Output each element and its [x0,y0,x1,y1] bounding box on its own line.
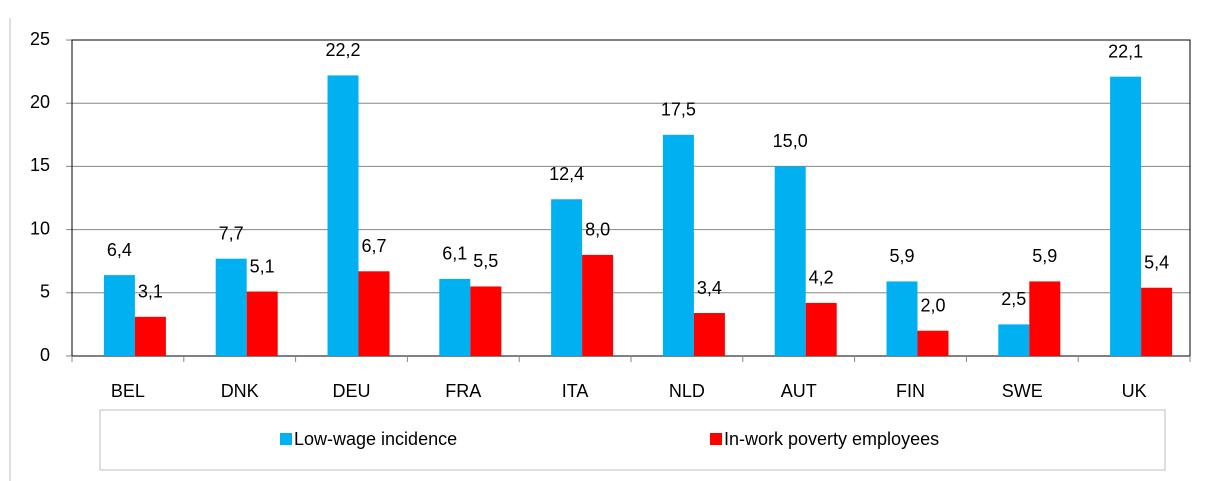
data-label: 3,4 [697,278,722,298]
data-label: 15,0 [773,131,808,151]
bar [582,254,614,356]
bar [551,199,583,356]
x-tick-label: BEL [111,381,145,401]
data-label: 3,1 [138,282,163,302]
x-tick-label: FIN [896,381,925,401]
x-tick-label: SWE [1002,381,1043,401]
y-tick-label: 25 [30,29,50,49]
data-label: 5,9 [889,246,914,266]
legend-box [99,409,1166,471]
bar [1029,281,1061,356]
bar [774,166,806,356]
data-label: 4,2 [809,268,834,288]
y-tick-label: 10 [30,218,50,238]
bar [886,281,918,356]
bar [693,313,725,356]
x-tick-label: ITA [562,381,589,401]
x-tick-label: FRA [445,381,481,401]
bar [439,278,471,356]
bar [917,330,949,356]
bar [1141,287,1173,356]
y-tick-label: 20 [30,92,50,112]
data-label: 22,2 [325,40,360,60]
y-tick-label: 5 [40,282,50,302]
bar [358,271,390,356]
data-label: 2,0 [920,295,945,315]
legend-label: Low-wage incidence [294,429,457,449]
data-label: 17,5 [661,100,696,120]
x-tick-label: AUT [781,381,817,401]
x-tick-label: NLD [669,381,705,401]
data-label: 5,9 [1032,246,1057,266]
bar [103,275,135,356]
data-label: 6,1 [442,244,467,264]
data-label: 7,7 [219,223,244,243]
data-label: 5,5 [473,251,498,271]
bar [246,291,278,356]
bar [470,286,502,356]
y-tick-label: 15 [30,155,50,175]
legend-label: In-work poverty employees [724,429,939,449]
bar [215,258,247,356]
bar [662,134,694,356]
x-tick-label: DNK [221,381,259,401]
x-tick-label: UK [1122,381,1147,401]
data-label: 8,0 [585,220,610,240]
data-label: 5,4 [1144,252,1169,272]
data-label: 6,4 [107,240,132,260]
data-label: 12,4 [549,164,584,184]
bar [805,302,837,356]
data-label: 2,5 [1001,289,1026,309]
y-tick-label: 0 [40,345,50,365]
data-label: 5,1 [250,256,275,276]
bar [1110,76,1142,356]
bar [998,324,1030,356]
legend-marker [280,433,292,445]
data-label: 6,7 [361,236,386,256]
legend-marker [710,433,722,445]
data-label: 22,1 [1108,41,1143,61]
bar [327,75,359,356]
bar [134,316,166,356]
x-tick-label: DEU [332,381,370,401]
